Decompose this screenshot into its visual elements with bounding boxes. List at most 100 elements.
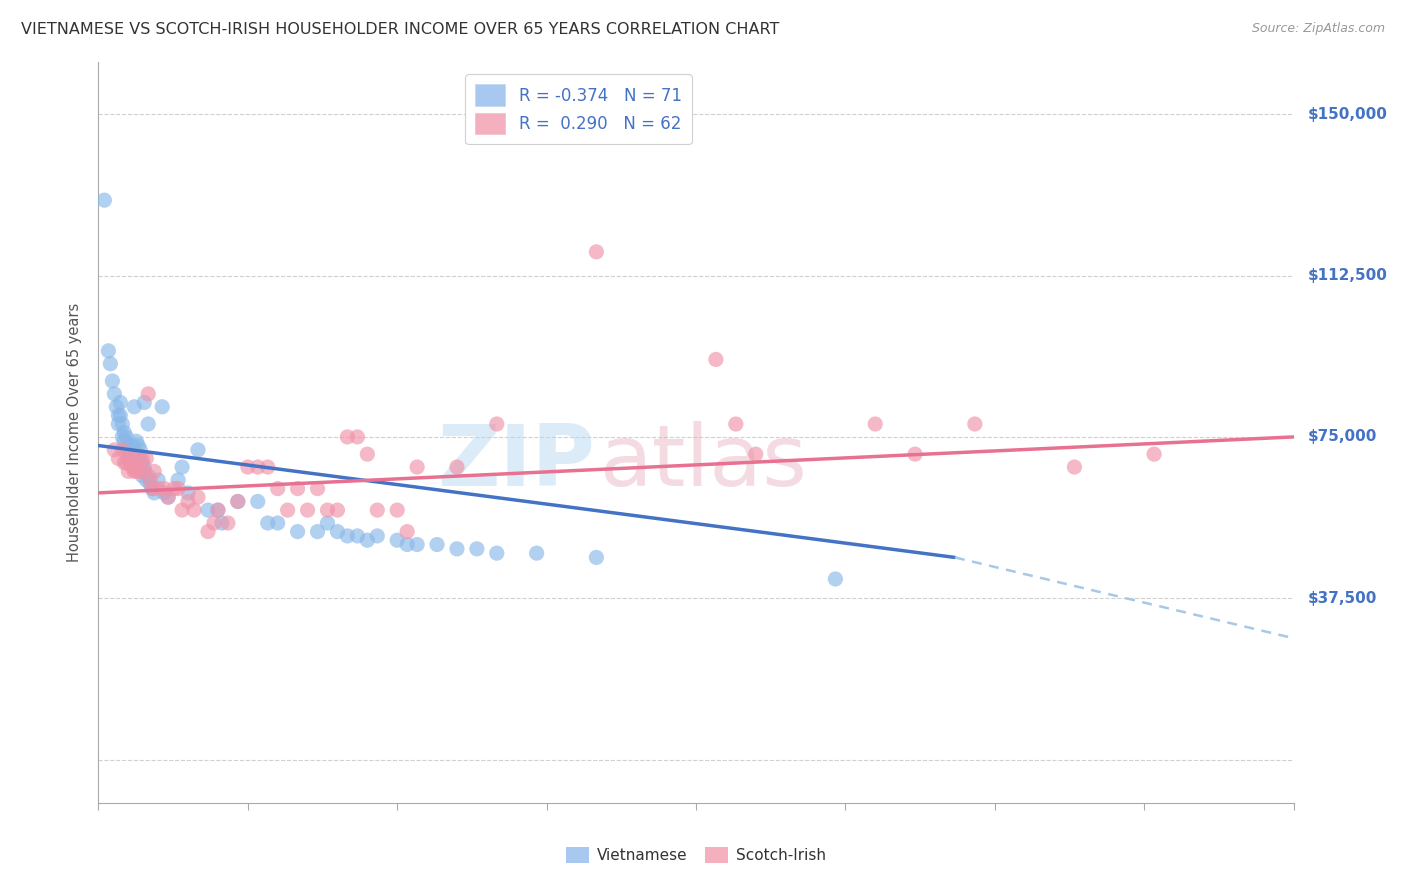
Point: [426, 537, 449, 551]
Point: [163, 482, 186, 496]
Point: [287, 524, 309, 539]
Point: [134, 395, 156, 409]
Point: [127, 451, 149, 466]
Point: [267, 516, 290, 530]
Point: [136, 417, 159, 431]
Point: [115, 430, 138, 444]
Point: [207, 503, 229, 517]
Point: [148, 482, 170, 496]
Point: [485, 417, 508, 431]
Point: [326, 503, 349, 517]
Point: [111, 442, 134, 457]
Point: [107, 451, 129, 466]
Point: [177, 494, 200, 508]
Point: [167, 482, 190, 496]
Point: [745, 447, 768, 461]
Point: [207, 503, 229, 517]
Point: [585, 550, 607, 565]
Point: [385, 503, 409, 517]
Point: [124, 451, 146, 466]
Point: [115, 456, 138, 470]
Point: [366, 529, 388, 543]
Point: [121, 460, 143, 475]
Point: [346, 430, 368, 444]
Point: [307, 524, 329, 539]
Point: [148, 473, 170, 487]
Point: [143, 464, 166, 478]
Point: [963, 417, 986, 431]
Point: [396, 524, 419, 539]
Point: [107, 417, 129, 431]
Point: [356, 533, 378, 548]
Point: [124, 464, 146, 478]
Point: [136, 387, 159, 401]
Point: [107, 409, 129, 423]
Point: [125, 434, 148, 449]
Point: [865, 417, 887, 431]
Point: [110, 409, 132, 423]
Point: [366, 503, 388, 517]
Point: [117, 464, 139, 478]
Text: ZIP: ZIP: [437, 421, 595, 504]
Point: [167, 473, 190, 487]
Legend: Vietnamese, Scotch-Irish: Vietnamese, Scotch-Irish: [560, 841, 832, 869]
Point: [101, 374, 124, 388]
Point: [336, 529, 359, 543]
Point: [117, 438, 139, 452]
Point: [134, 460, 156, 475]
Point: [485, 546, 508, 560]
Point: [131, 456, 153, 470]
Point: [246, 494, 269, 508]
Point: [139, 477, 162, 491]
Point: [287, 482, 309, 496]
Point: [129, 460, 152, 475]
Point: [131, 468, 153, 483]
Point: [1063, 460, 1085, 475]
Point: [141, 482, 163, 496]
Point: [385, 533, 409, 548]
Point: [112, 456, 135, 470]
Point: [153, 482, 176, 496]
Point: [585, 244, 607, 259]
Point: [115, 442, 138, 457]
Point: [136, 468, 159, 483]
Point: [127, 438, 149, 452]
Point: [153, 486, 176, 500]
Text: Source: ZipAtlas.com: Source: ZipAtlas.com: [1251, 22, 1385, 36]
Point: [211, 516, 233, 530]
Point: [172, 503, 194, 517]
Point: [110, 395, 132, 409]
Point: [157, 490, 180, 504]
Point: [131, 451, 153, 466]
Point: [256, 516, 278, 530]
Point: [134, 464, 156, 478]
Point: [197, 503, 219, 517]
Text: $112,500: $112,500: [1308, 268, 1388, 283]
Point: [465, 541, 488, 556]
Point: [139, 473, 162, 487]
Point: [141, 482, 163, 496]
Point: [98, 357, 122, 371]
Point: [824, 572, 846, 586]
Point: [97, 343, 120, 358]
Point: [236, 460, 259, 475]
Point: [256, 460, 278, 475]
Point: [316, 516, 339, 530]
Point: [187, 490, 209, 504]
Point: [125, 464, 148, 478]
Point: [105, 400, 128, 414]
Point: [112, 434, 135, 449]
Point: [336, 430, 359, 444]
Text: $75,000: $75,000: [1308, 429, 1376, 444]
Point: [316, 503, 339, 517]
Point: [111, 430, 134, 444]
Point: [150, 400, 173, 414]
Point: [217, 516, 239, 530]
Point: [197, 524, 219, 539]
Point: [267, 482, 290, 496]
Point: [307, 482, 329, 496]
Point: [187, 442, 209, 457]
Point: [124, 400, 146, 414]
Point: [120, 456, 142, 470]
Point: [117, 451, 139, 466]
